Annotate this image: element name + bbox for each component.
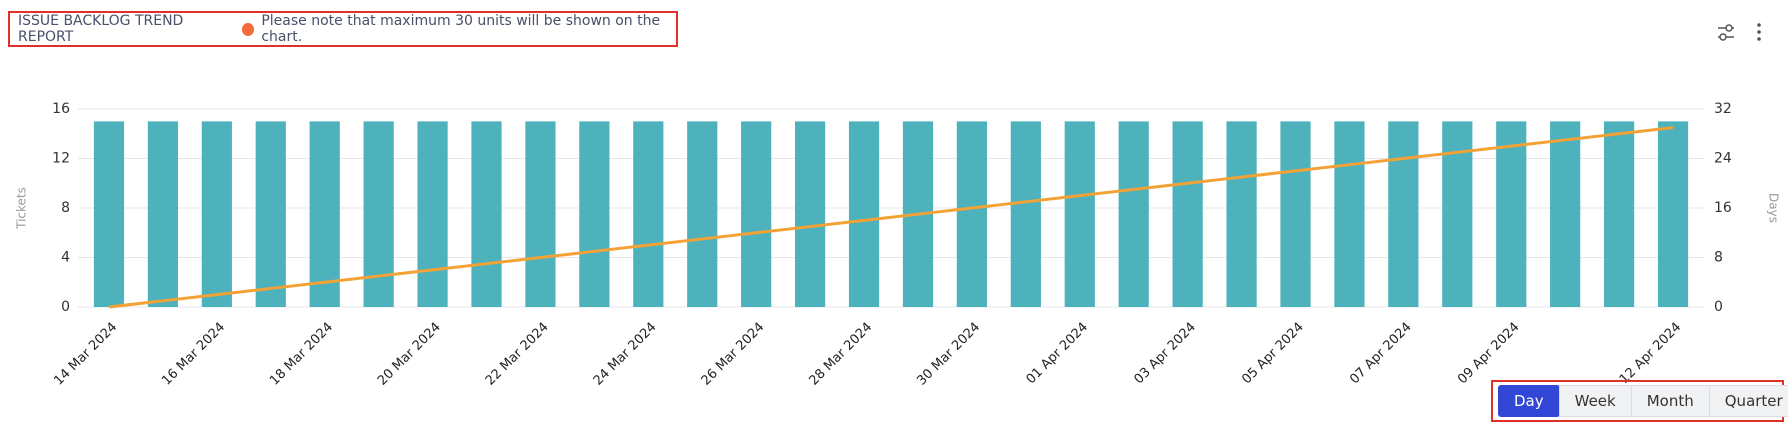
report-header: ISSUE BACKLOG TREND REPORT Please note t… [8,11,678,47]
x-tick-label: 07 Apr 2024 [1347,320,1414,387]
bar [1550,121,1581,307]
bar [1603,121,1635,307]
bar [687,121,718,307]
line [108,126,1674,309]
y-tick-label: 16 [52,101,70,117]
bar [471,121,502,307]
bar [309,121,340,307]
bar [255,121,286,307]
y-tick-label: 8 [61,200,70,216]
bar [1226,121,1257,307]
bar [1064,121,1095,307]
x-tick-label: 12 Apr 2024 [1617,320,1684,387]
bar [741,121,772,307]
x-tick-label: 16 Mar 2024 [159,320,228,389]
x-tick-label: 28 Mar 2024 [806,320,875,389]
y-tick-label: 12 [52,151,70,167]
bar [1118,121,1149,307]
x-tick-label: 24 Mar 2024 [591,320,660,389]
x-tick-label: 01 Apr 2024 [1024,320,1091,387]
granularity-button[interactable]: Week [1558,385,1632,417]
x-tick-label: 14 Mar 2024 [51,320,120,389]
bar [956,121,988,307]
y2-axis-label: Days [1767,193,1781,223]
y2-tick-label: 24 [1714,151,1732,167]
x-tick-label: 05 Apr 2024 [1239,320,1306,387]
y2-tick-label: 32 [1714,101,1732,117]
bar [1010,121,1041,307]
x-tick-label: 22 Mar 2024 [483,320,552,389]
y-tick-label: 4 [61,250,70,266]
bar [579,121,610,307]
bar [1657,121,1689,307]
bar [1442,121,1473,307]
bar [1334,121,1365,307]
bar [1388,121,1419,307]
granularity-switch: Day Week Month Quarter [1491,380,1788,422]
bar [417,121,448,307]
x-tick-label: 03 Apr 2024 [1131,320,1198,387]
x-tick-label: 20 Mar 2024 [375,320,444,389]
bar [147,121,179,307]
x-tick-label: 18 Mar 2024 [267,320,336,389]
y2-tick-label: 8 [1714,250,1723,266]
bar [1496,121,1527,307]
report-note: Please note that maximum 30 units will b… [261,13,661,45]
y-axis-label: Tickets [15,187,29,230]
bar [1172,121,1203,307]
report-title: ISSUE BACKLOG TREND REPORT [18,13,184,45]
granularity-button[interactable]: Month [1630,385,1710,417]
bar [794,121,826,307]
bar [1280,121,1311,307]
x-tick-label: 26 Mar 2024 [699,320,768,389]
bar [201,121,232,307]
y2-tick-label: 16 [1714,200,1732,216]
x-tick-label: 30 Mar 2024 [914,320,983,389]
bar [93,121,125,307]
granularity-button[interactable]: Day [1498,385,1560,417]
bar [525,121,556,307]
granularity-button[interactable]: Quarter [1708,385,1788,417]
y2-tick-label: 0 [1714,299,1723,315]
bar [363,121,394,307]
x-tick-label: 09 Apr 2024 [1455,320,1522,387]
note-dot [242,22,255,36]
bar [633,121,664,307]
settings-icon[interactable] [1718,24,1734,41]
y-tick-label: 0 [61,299,70,315]
more-icon[interactable] [1757,23,1761,41]
bar [848,121,880,307]
